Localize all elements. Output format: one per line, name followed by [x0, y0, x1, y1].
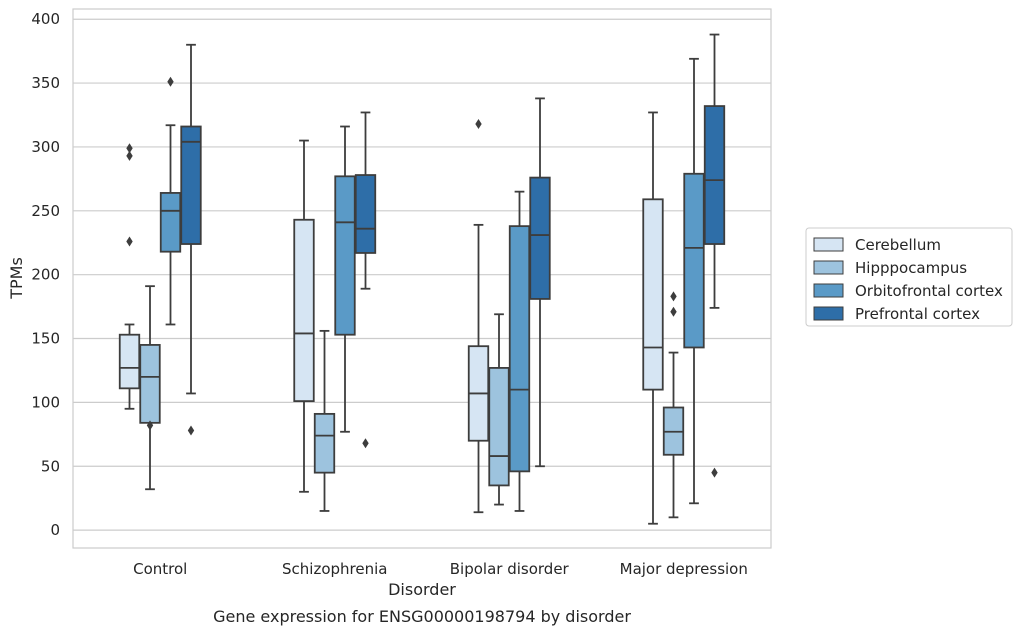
- box-orbitofrontal-cortex: [159, 76, 182, 326]
- box-body: [642, 198, 664, 391]
- outlier-point: [475, 118, 482, 129]
- box-body: [334, 175, 356, 336]
- y-tick-label: 400: [31, 10, 60, 28]
- legend: Cerebellum Hipppocampus Orbitofrontal cort…: [805, 227, 1013, 327]
- legend-label: Prefrontal cortex: [855, 305, 980, 323]
- x-tick-label: Control: [133, 560, 187, 578]
- x-axis-label: Disorder: [388, 580, 456, 599]
- box-body: [529, 176, 551, 300]
- plot-area: [72, 8, 772, 549]
- legend-swatch: [813, 260, 844, 275]
- y-tick-label: 350: [31, 74, 60, 92]
- box-body: [118, 333, 141, 390]
- box-hipppocampus: [662, 291, 685, 519]
- outlier-point: [187, 425, 195, 436]
- y-tick-label: 0: [50, 521, 60, 539]
- box-body: [683, 172, 705, 349]
- box-prefrontal-cortex: [703, 33, 726, 478]
- outlier-point: [670, 291, 677, 302]
- outlier-point: [167, 76, 174, 87]
- boxes: [118, 33, 726, 525]
- x-axis-ticks: Control Schizophrenia Bipolar disorder Majo…: [133, 560, 748, 578]
- box-body: [293, 218, 315, 403]
- box-orbitofrontal-cortex: [508, 190, 531, 512]
- legend-swatch: [813, 306, 844, 321]
- y-axis-label: TPMs: [7, 257, 26, 300]
- outlier-point: [146, 420, 154, 431]
- legend-label: Orbitofrontal cortex: [855, 282, 1003, 300]
- outlier-point: [126, 236, 133, 247]
- box-body: [313, 412, 336, 474]
- box-orbitofrontal-cortex: [683, 57, 705, 505]
- y-tick-label: 200: [31, 266, 60, 284]
- y-tick-label: 50: [41, 457, 60, 475]
- box-orbitofrontal-cortex: [334, 125, 356, 433]
- box-body: [159, 192, 182, 253]
- y-axis-ticks: 0 50 100 150 200 250 300 350 400: [31, 10, 60, 539]
- outlier-point: [126, 150, 133, 161]
- box-prefrontal-cortex: [354, 111, 377, 449]
- box-hipppocampus: [313, 329, 336, 512]
- box-prefrontal-cortex: [529, 97, 551, 468]
- y-tick-label: 150: [31, 330, 60, 348]
- box-cerebellum: [642, 111, 664, 525]
- legend-swatch: [813, 237, 844, 252]
- box-prefrontal-cortex: [180, 43, 202, 436]
- box-body: [508, 225, 531, 473]
- box-body: [354, 174, 377, 254]
- outlier-point: [670, 306, 677, 317]
- x-tick-label: Major depression: [620, 560, 748, 578]
- box-body: [180, 125, 202, 245]
- box-cerebellum: [118, 143, 141, 410]
- box-hipppocampus: [488, 313, 510, 506]
- box-cerebellum: [293, 139, 315, 493]
- box-hipppocampus: [139, 285, 161, 491]
- y-tick-label: 250: [31, 202, 60, 220]
- box-body: [703, 105, 726, 245]
- box-body: [139, 344, 161, 424]
- box-body: [488, 367, 510, 487]
- outlier-point: [711, 467, 718, 478]
- x-tick-label: Schizophrenia: [282, 560, 387, 578]
- legend-frame: [805, 227, 1013, 327]
- x-tick-label: Bipolar disorder: [450, 560, 570, 578]
- outlier-point: [362, 438, 369, 449]
- y-tick-label: 300: [31, 138, 60, 156]
- legend-label: Hipppocampus: [855, 259, 967, 277]
- box-cerebellum: [467, 118, 490, 514]
- legend-swatch: [813, 283, 844, 298]
- outlier-point: [126, 143, 133, 154]
- legend-label: Cerebellum: [855, 236, 941, 254]
- y-tick-label: 100: [31, 393, 60, 411]
- chart-caption: Gene expression for ENSG00000198794 by d…: [213, 607, 631, 626]
